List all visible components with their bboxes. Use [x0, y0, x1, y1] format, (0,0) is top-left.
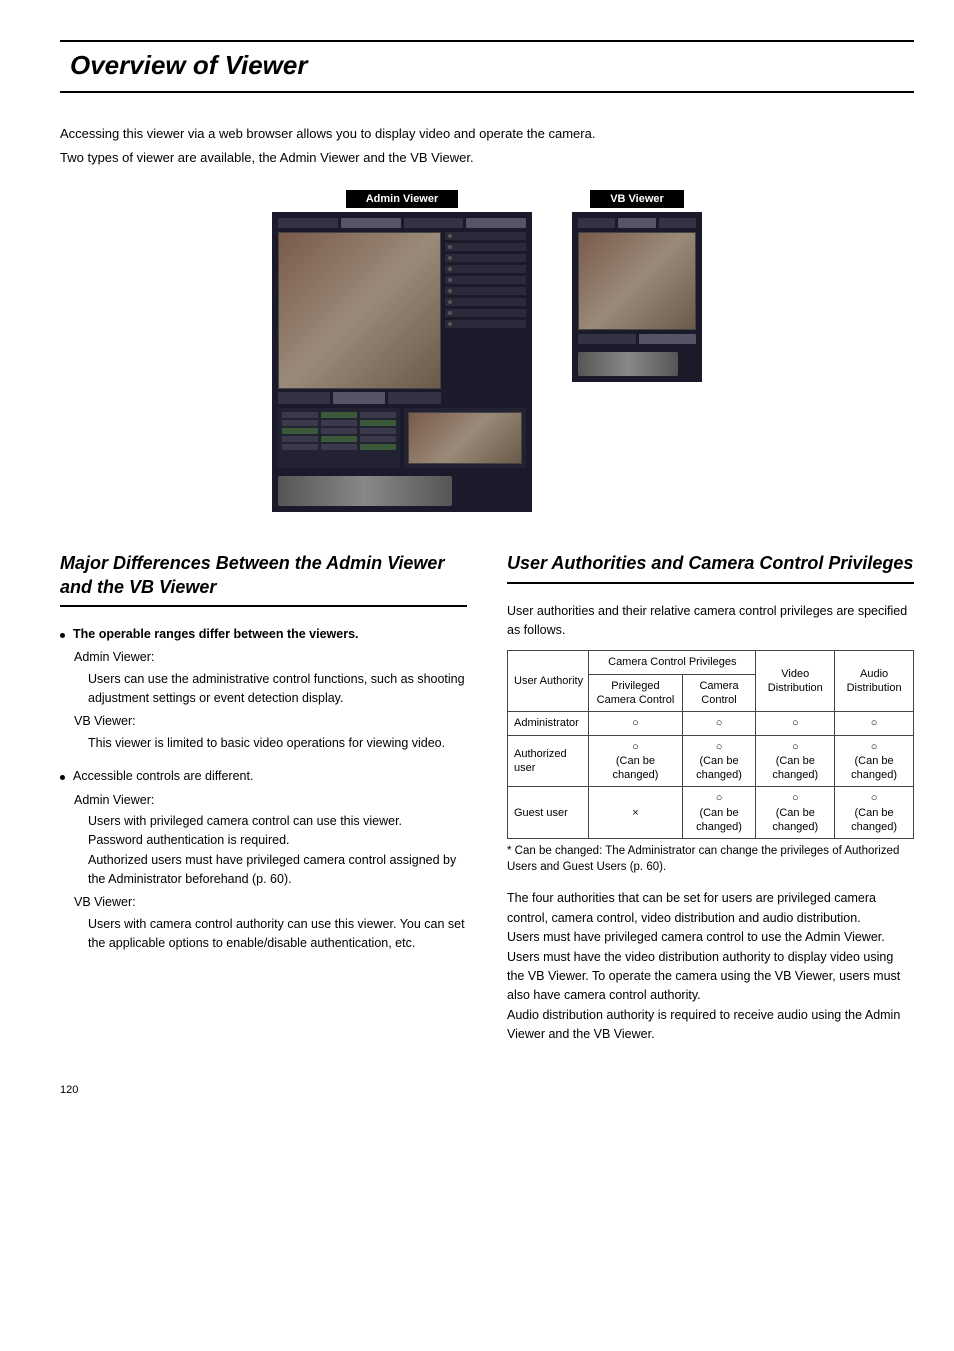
cell-auth-ad: ○ (Can be changed) — [835, 735, 914, 787]
intro-line-1: Accessing this viewer via a web browser … — [60, 123, 914, 145]
bullet-1-title: The operable ranges differ between the v… — [73, 625, 359, 644]
page-title: Overview of Viewer — [70, 50, 904, 81]
differences-list: The operable ranges differ between the v… — [60, 625, 467, 954]
cell-admin-pcc: ○ — [589, 712, 682, 735]
b1-vb-label: VB Viewer: — [74, 712, 467, 731]
vb-viewer-screenshot — [572, 212, 702, 382]
cell-guest-ad: ○ (Can be changed) — [835, 787, 914, 839]
right-heading: User Authorities and Camera Control Priv… — [507, 552, 914, 583]
cell-guest-pcc: × — [589, 787, 682, 839]
page-number: 120 — [60, 1084, 914, 1096]
b1-admin-body: Users can use the administrative control… — [88, 670, 467, 709]
cell-guest-vd-note: (Can be changed) — [772, 807, 818, 833]
table-row: Authorized user ○ (Can be changed) ○ (Can … — [508, 735, 914, 787]
right-p2: Users must have privileged camera contro… — [507, 928, 914, 947]
intro-line-2: Two types of viewer are available, the A… — [60, 147, 914, 169]
th-user-authority: User Authority — [508, 651, 589, 712]
admin-viewer-label: Admin Viewer — [346, 190, 459, 208]
th-ccp: Camera Control Privileges — [589, 651, 756, 674]
table-footnote: * Can be changed: The Administrator can … — [507, 843, 914, 875]
cell-auth-ad-note: (Can be changed) — [851, 755, 897, 781]
cell-auth-vd-note: (Can be changed) — [772, 755, 818, 781]
viewer-previews: Admin Viewer — [60, 189, 914, 512]
cell-guest-cc-note: (Can be changed) — [696, 807, 742, 833]
bullet-2-title: Accessible controls are different. — [73, 767, 253, 786]
th-cc: Camera Control — [682, 674, 756, 712]
right-p1: The four authorities that can be set for… — [507, 889, 914, 928]
bullet-operable-ranges: The operable ranges differ between the v… — [60, 625, 467, 753]
footnote-lead: * Can be changed: — [507, 845, 602, 857]
right-body-text: The four authorities that can be set for… — [507, 889, 914, 1044]
cell-auth-ad-sym: ○ — [871, 741, 878, 753]
th-vd: Video Distribution — [756, 651, 835, 712]
cell-admin-cc: ○ — [682, 712, 756, 735]
cell-guest-cc: ○ (Can be changed) — [682, 787, 756, 839]
b2-admin-body-3: Authorized users must have privileged ca… — [88, 851, 467, 890]
th-ad: Audio Distribution — [835, 651, 914, 712]
cell-guest-ad-sym: ○ — [871, 792, 878, 804]
admin-viewer-block: Admin Viewer — [272, 189, 532, 512]
right-column: User Authorities and Camera Control Priv… — [507, 552, 914, 1044]
b1-admin-label: Admin Viewer: — [74, 648, 467, 667]
table-row: Guest user × ○ (Can be changed) ○ (Can be … — [508, 787, 914, 839]
title-bar: Overview of Viewer — [60, 40, 914, 93]
cell-admin-label: Administrator — [508, 712, 589, 735]
vb-viewer-block: VB Viewer — [572, 189, 702, 512]
cell-guest-label: Guest user — [508, 787, 589, 839]
th-pcc: Privileged Camera Control — [589, 674, 682, 712]
table-row: User Authority Camera Control Privileges… — [508, 651, 914, 674]
right-p3: Users must have the video distribution a… — [507, 948, 914, 1006]
left-heading: Major Differences Between the Admin View… — [60, 552, 467, 607]
cell-guest-ad-note: (Can be changed) — [851, 807, 897, 833]
cell-auth-cc-note: (Can be changed) — [696, 755, 742, 781]
cell-auth-cc-sym: ○ — [716, 741, 723, 753]
b1-vb-body: This viewer is limited to basic video op… — [88, 734, 467, 753]
b2-admin-body-1: Users with privileged camera control can… — [88, 812, 467, 831]
cell-auth-vd-sym: ○ — [792, 741, 799, 753]
cell-guest-cc-sym: ○ — [716, 792, 723, 804]
cell-auth-vd: ○ (Can be changed) — [756, 735, 835, 787]
b2-admin-label: Admin Viewer: — [74, 791, 467, 810]
admin-viewer-screenshot — [272, 212, 532, 512]
table-row: Administrator ○ ○ ○ ○ — [508, 712, 914, 735]
b2-admin-body-2: Password authentication is required. — [88, 831, 467, 850]
b2-vb-label: VB Viewer: — [74, 893, 467, 912]
left-column: Major Differences Between the Admin View… — [60, 552, 467, 1044]
cell-auth-pcc-sym: ○ — [632, 741, 639, 753]
right-p4: Audio distribution authority is required… — [507, 1006, 914, 1045]
two-column-layout: Major Differences Between the Admin View… — [60, 552, 914, 1044]
cell-auth-pcc: ○ (Can be changed) — [589, 735, 682, 787]
vb-viewer-label: VB Viewer — [590, 190, 684, 208]
cell-admin-vd: ○ — [756, 712, 835, 735]
cell-auth-pcc-note: (Can be changed) — [613, 755, 659, 781]
cell-auth-label: Authorized user — [508, 735, 589, 787]
b2-vb-body: Users with camera control authority can … — [88, 915, 467, 954]
panorama-thumb — [278, 476, 452, 506]
cell-admin-ad: ○ — [835, 712, 914, 735]
cell-guest-vd: ○ (Can be changed) — [756, 787, 835, 839]
cell-auth-cc: ○ (Can be changed) — [682, 735, 756, 787]
privileges-table: User Authority Camera Control Privileges… — [507, 650, 914, 839]
bullet-accessible-controls: Accessible controls are different. Admin… — [60, 767, 467, 953]
cell-guest-vd-sym: ○ — [792, 792, 799, 804]
right-intro: User authorities and their relative came… — [507, 602, 914, 641]
intro-block: Accessing this viewer via a web browser … — [60, 123, 914, 169]
